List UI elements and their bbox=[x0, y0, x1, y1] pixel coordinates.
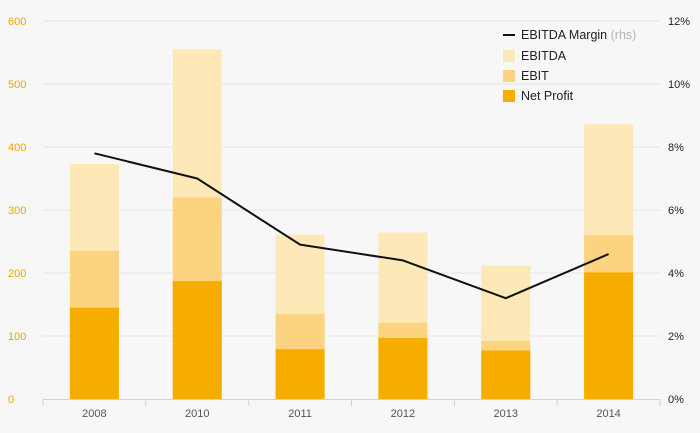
legend: EBITDA Margin (rhs) EBITDA EBIT Net Profit bbox=[503, 28, 636, 103]
bar-net-profit bbox=[172, 281, 222, 399]
y-left-tick-label: 300 bbox=[8, 205, 26, 217]
bar-net-profit bbox=[481, 350, 531, 399]
bar-net-profit bbox=[378, 337, 428, 399]
gridlines bbox=[43, 20, 660, 337]
y-left-tick-label: 100 bbox=[8, 331, 26, 343]
legend-swatch-net-profit bbox=[503, 90, 515, 102]
y-left-tick-label: 400 bbox=[8, 142, 26, 154]
legend-label-ebitda: EBITDA bbox=[521, 49, 567, 63]
y-right-tick-label: 10% bbox=[668, 79, 690, 91]
legend-label-ebitda-margin: EBITDA Margin (rhs) bbox=[521, 28, 636, 42]
legend-suffix: (rhs) bbox=[607, 28, 636, 42]
x-tick-label: 2012 bbox=[391, 408, 415, 420]
axes: 0 0% 100 2% 200 4% 300 6% 400 8% 500 10% 600 12% 2008 2… bbox=[8, 16, 690, 420]
legend-swatch-ebitda bbox=[503, 50, 515, 62]
y-right-tick-label: 12% bbox=[668, 16, 690, 28]
legend-label-ebit: EBIT bbox=[521, 69, 549, 83]
x-tick-label: 2010 bbox=[185, 408, 209, 420]
y-left-tick-label: 0 bbox=[8, 394, 14, 406]
y-left-tick-label: 600 bbox=[8, 16, 26, 28]
legend-label-net-profit: Net Profit bbox=[521, 89, 574, 103]
bar-net-profit bbox=[275, 349, 325, 399]
margin-line-layer bbox=[94, 152, 609, 300]
y-right-tick-label: 6% bbox=[668, 205, 684, 217]
x-tick-label: 2008 bbox=[82, 408, 106, 420]
x-tick-label: 2014 bbox=[596, 408, 620, 420]
y-left-tick-label: 200 bbox=[8, 268, 26, 280]
x-tick-label: 2011 bbox=[288, 408, 312, 420]
bar-net-profit bbox=[584, 272, 634, 399]
x-tick-label: 2013 bbox=[494, 408, 518, 420]
y-right-tick-label: 2% bbox=[668, 331, 684, 343]
bars bbox=[69, 49, 634, 399]
y-right-tick-label: 4% bbox=[668, 268, 684, 280]
y-left-tick-label: 500 bbox=[8, 79, 26, 91]
y-right-tick-label: 0% bbox=[668, 394, 684, 406]
y-right-tick-label: 8% bbox=[668, 142, 684, 154]
legend-swatch-ebit bbox=[503, 70, 515, 82]
bar-net-profit bbox=[69, 307, 119, 399]
ebitda-margin-line bbox=[94, 152, 609, 300]
